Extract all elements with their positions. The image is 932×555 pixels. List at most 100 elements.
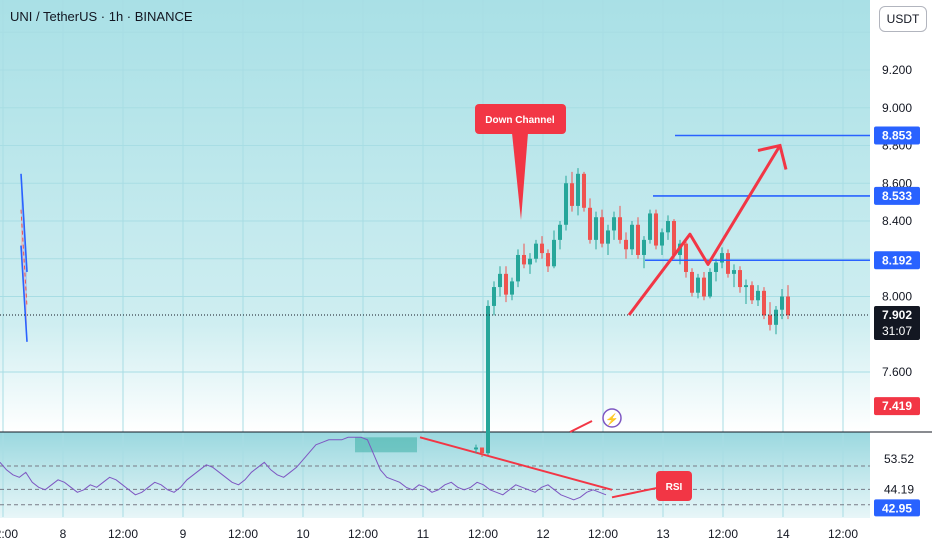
candle-body: [732, 270, 736, 274]
quote-currency-button[interactable]: USDT: [879, 6, 927, 32]
grid: [0, 0, 870, 517]
candle-body: [756, 290, 760, 301]
candle-body: [504, 273, 508, 295]
lightning-icon: ⚡: [605, 413, 619, 426]
candle-body: [540, 243, 544, 254]
candle-body: [570, 183, 574, 206]
candle-body: [612, 217, 616, 231]
candle-body: [768, 315, 772, 325]
candle-body: [690, 271, 694, 293]
candle-body: [774, 309, 778, 325]
price-label-text: 7.419: [882, 399, 912, 413]
candle-body: [684, 243, 688, 272]
candle-body: [738, 270, 742, 288]
candle-body: [600, 217, 604, 244]
x-tick-label: 12:00: [588, 527, 618, 541]
candle-body: [510, 281, 514, 295]
price-label-box: [874, 186, 920, 205]
rsi-tick-label: 53.52: [884, 452, 914, 466]
candle-body: [750, 285, 754, 301]
alert-icon: ⚡: [602, 408, 622, 428]
price-label-box: [874, 397, 920, 416]
candle-body: [564, 183, 568, 225]
x-tick-label: 10: [296, 527, 310, 541]
y-tick-label: 8.400: [882, 214, 912, 228]
channel-lower-line: [20, 245, 28, 342]
candle-body: [702, 277, 706, 297]
projected-path-arrow: [627, 144, 782, 316]
x-tick-label: 11: [417, 527, 430, 541]
candle-body: [720, 253, 724, 263]
candle-body: [552, 239, 556, 267]
candle-body: [636, 224, 640, 255]
price-label-box: [874, 251, 920, 270]
down-channel-callout: Down Channel: [475, 104, 566, 220]
callout-pointer: [512, 133, 528, 220]
candle-body: [594, 217, 598, 240]
rsi-overbought-fill: [355, 437, 417, 453]
down-channel: [20, 173, 28, 342]
candle-body: [744, 285, 748, 288]
alert-circle: [602, 408, 622, 428]
symbol-title[interactable]: UNI / TetherUS · 1h · BINANCE: [10, 9, 193, 24]
candle-body: [714, 262, 718, 272]
candle-body: [480, 447, 484, 454]
alert-line: [569, 420, 593, 433]
price-label-text: 8.533: [882, 189, 912, 203]
x-tick-label: 9: [180, 527, 187, 541]
candle-body: [522, 254, 526, 265]
candle-body: [624, 239, 628, 250]
candle-body: [708, 271, 712, 297]
y-tick-label: 9.200: [882, 63, 912, 77]
x-tick-label: 12:00: [0, 527, 18, 541]
channel-upper-line: [20, 173, 28, 273]
current-price-box: [874, 305, 920, 340]
candle-body: [642, 239, 646, 255]
y-tick-label: 9.000: [882, 101, 912, 115]
candle-body: [762, 290, 766, 316]
candle-body: [492, 287, 496, 306]
candle-body: [558, 224, 562, 240]
drawings: Down Channel ⚡: [475, 104, 870, 433]
candle-body: [546, 253, 550, 267]
x-tick-label: 12:00: [468, 527, 498, 541]
candle-body: [666, 221, 670, 233]
x-tick-label: 12:00: [108, 527, 138, 541]
rsi-value-text: 42.95: [882, 501, 912, 515]
x-tick-label: 13: [656, 527, 670, 541]
x-tick-label: 12: [536, 527, 550, 541]
candle-body: [474, 447, 478, 450]
candle-body: [606, 230, 610, 244]
x-tick-label: 12:00: [348, 527, 378, 541]
candle-body: [672, 221, 676, 255]
rsi-pane: RSI: [0, 436, 870, 506]
price-labels: 8.853 8.533 8.192 7.902 31:07 7.419 53.52 44.19…: [874, 126, 920, 517]
candle-body: [696, 277, 700, 293]
rsi-value-box: [874, 499, 920, 517]
channel-midline: [20, 209, 28, 307]
candle-body: [786, 296, 790, 315]
callout-text: Down Channel: [485, 115, 555, 126]
candle-body: [618, 217, 622, 240]
y-tick-label: 8.600: [882, 176, 912, 190]
x-tick-label: 8: [60, 527, 67, 541]
price-label-text: 8.853: [882, 128, 912, 142]
candle-body: [498, 273, 502, 288]
y-tick-label: 8.000: [882, 290, 912, 304]
candle-body: [534, 243, 538, 259]
callout-box: [475, 104, 566, 134]
rsi-tick-label: 44.19: [884, 482, 914, 496]
x-tick-label: 12:00: [708, 527, 738, 541]
x-tick-label: 12:00: [228, 527, 258, 541]
rsi-callout-text: RSI: [666, 482, 683, 493]
rsi-callout: RSI: [656, 471, 692, 501]
rsi-callout-box: [656, 471, 692, 501]
candles: [0, 168, 870, 457]
price-label-text: 8.192: [882, 253, 912, 267]
y-tick-label: 7.600: [882, 365, 912, 379]
candle-body: [516, 254, 520, 282]
current-price-text: 7.902: [882, 308, 912, 322]
candle-body: [630, 224, 634, 250]
